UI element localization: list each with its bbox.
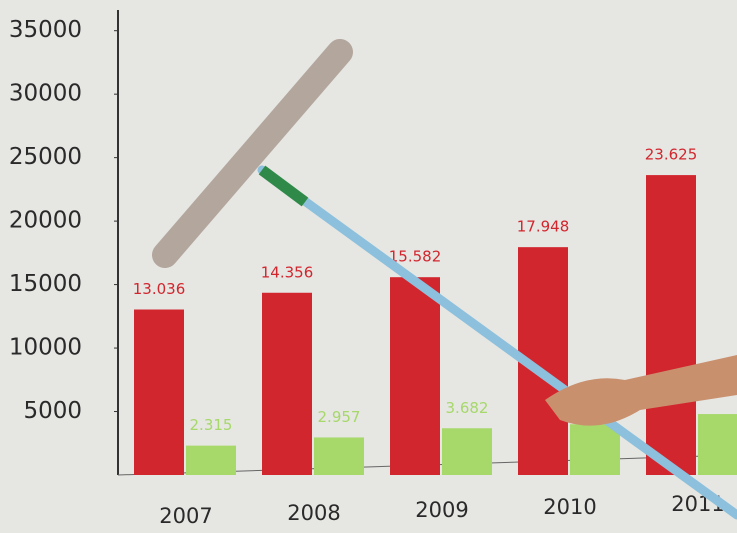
y-tick-label: 5000	[23, 398, 82, 424]
y-tick-label: 15000	[9, 271, 82, 297]
x-tick-label: 2009	[415, 498, 468, 522]
y-tick-label: 20000	[9, 208, 82, 234]
bar	[698, 414, 737, 475]
bar	[134, 310, 184, 475]
value-label: 14.356	[261, 263, 314, 281]
y-tick-label: 30000	[9, 81, 82, 107]
bar	[442, 428, 492, 475]
chart: 5000 10000 15000 20000 25000 30000 35000 2007 13…	[0, 0, 737, 533]
value-label: 23.625	[645, 146, 698, 164]
y-tick-label: 10000	[9, 335, 82, 361]
bar	[646, 175, 696, 475]
page: {"chart_data": {"type": "bar", "categori…	[0, 0, 737, 533]
value-label: 17.948	[517, 218, 570, 236]
value-label: 13.036	[133, 280, 186, 298]
x-tick-label: 2010	[543, 495, 596, 519]
value-label: 3.682	[446, 399, 489, 417]
x-tick-label: 2007	[159, 504, 212, 528]
bar	[570, 424, 620, 475]
y-tick-label: 25000	[9, 144, 82, 170]
bar	[390, 277, 440, 475]
value-label: 2.957	[318, 408, 361, 426]
x-tick-label: 2008	[287, 501, 340, 525]
bar	[314, 437, 364, 475]
value-label: 2.315	[190, 416, 233, 434]
screen	[0, 0, 737, 533]
bar	[262, 293, 312, 475]
y-tick-label: 35000	[9, 17, 82, 43]
bar	[186, 446, 236, 475]
